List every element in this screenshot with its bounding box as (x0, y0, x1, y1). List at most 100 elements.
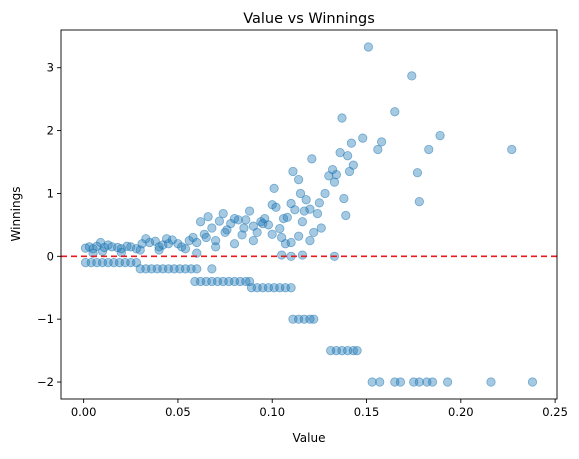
scatter-point (407, 71, 417, 81)
scatter-point (220, 227, 230, 238)
scatter-point (286, 283, 296, 293)
scatter-point (377, 137, 387, 147)
scatter-point (258, 219, 268, 229)
scatter-point (486, 377, 496, 387)
scatter-point (427, 377, 438, 387)
scatter-point (373, 144, 383, 155)
scatter-point (241, 215, 251, 225)
scatter-point (339, 193, 349, 204)
scatter-point (307, 154, 317, 164)
scatter-point (218, 208, 228, 219)
scatter-point (116, 247, 126, 258)
scatter-point (126, 242, 136, 252)
scatter-point (367, 377, 377, 387)
scatter-point (312, 208, 323, 219)
y-axis-ticks: −2 −1 0 1 2 3 (37, 61, 61, 389)
scatter-point (305, 235, 315, 246)
x-axis-label: Value (293, 431, 326, 445)
scatter-point (180, 244, 191, 254)
scatter-point (507, 144, 517, 155)
chart-title: Value vs Winnings (243, 11, 375, 27)
scatter-point (358, 133, 368, 143)
scatter-point (269, 183, 279, 194)
scatter-point (314, 198, 324, 208)
scatter-point (331, 169, 341, 180)
scatter-point (162, 234, 172, 244)
scatter-point (390, 107, 400, 117)
scatter-point (297, 217, 307, 227)
x-tick-label: 0.25 (542, 405, 568, 419)
y-tick-label: 1 (47, 186, 54, 200)
y-axis-label: Winnings (9, 187, 23, 242)
y-tick-label: 3 (47, 61, 54, 75)
scatter-point (294, 175, 304, 185)
scatter-point (233, 215, 243, 225)
x-axis-ticks: 0.00 0.05 0.10 0.15 0.20 0.25 (71, 399, 568, 419)
scatter-point (263, 220, 274, 230)
scatter-point (271, 202, 281, 212)
scatter-point (443, 377, 453, 387)
scatter-point (277, 232, 287, 243)
scatter-point (346, 138, 357, 148)
scatter-point (424, 144, 434, 155)
scatter-point (337, 113, 347, 123)
points-layer (80, 42, 538, 387)
scatter-point (294, 231, 304, 241)
scatter-point (301, 195, 311, 205)
scatter-point (116, 244, 126, 254)
scatter-point (252, 227, 262, 238)
y-tick-label: 2 (47, 124, 54, 138)
y-tick-label: 0 (47, 249, 54, 263)
scatter-point (241, 276, 251, 287)
scatter-point (163, 239, 174, 249)
scatter-point (207, 223, 217, 233)
scatter-point (341, 210, 351, 221)
scatter-point (192, 264, 202, 274)
scatter-point (320, 188, 330, 199)
scatter-point (122, 241, 132, 251)
scatter-point (277, 250, 287, 260)
scatter-point (141, 234, 151, 244)
scatter-point (295, 188, 306, 199)
scatter-point (135, 245, 145, 255)
scatter-point (229, 239, 240, 249)
scatter-point (412, 168, 423, 178)
scatter-point (267, 229, 277, 239)
scatter-point (195, 217, 206, 227)
scatter-point (305, 204, 315, 214)
x-tick-label: 0.00 (71, 405, 97, 419)
scatter-point (192, 237, 202, 248)
scatter-point (435, 131, 445, 141)
scatter-point (92, 241, 102, 251)
scatter-point (282, 212, 292, 222)
scatter-point (286, 237, 296, 248)
scatter-point (145, 237, 155, 248)
plot-frame (60, 29, 558, 400)
x-tick-label: 0.20 (448, 405, 474, 419)
scatter-point (290, 205, 300, 215)
scatter-point (309, 227, 319, 238)
scatter-point (97, 246, 108, 256)
scatter-point (288, 166, 298, 177)
y-tick-label: −1 (37, 312, 54, 326)
scatter-point (414, 377, 424, 387)
scatter-point (527, 377, 538, 387)
scatter-point (203, 212, 213, 222)
scatter-point (192, 248, 202, 258)
scatter-point (248, 235, 258, 246)
y-tick-label: −2 (37, 375, 54, 389)
scatter-point (348, 345, 358, 356)
scatter-point (309, 314, 319, 324)
scatter-point (214, 216, 225, 226)
scatter-point (207, 264, 217, 274)
scatter-point (299, 206, 309, 216)
scatter-point (329, 177, 340, 187)
scatter-point (316, 223, 326, 233)
scatter-point (201, 232, 211, 243)
scatter-point (414, 197, 424, 207)
scatter-point (395, 377, 406, 387)
scatter-point (375, 377, 385, 387)
